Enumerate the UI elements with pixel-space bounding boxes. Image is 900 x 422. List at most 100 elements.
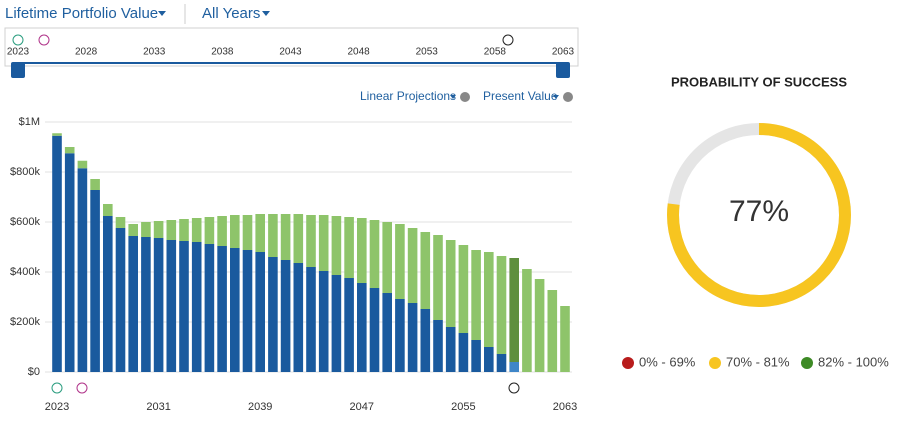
y-tick-label: $0 xyxy=(28,366,40,378)
bar-segment xyxy=(445,240,456,327)
bar-segment xyxy=(128,224,138,236)
bar-segment xyxy=(230,248,240,372)
bar-segment xyxy=(509,258,519,362)
help-icon[interactable] xyxy=(460,92,470,102)
x-tick-label: 2047 xyxy=(350,401,374,413)
bar-segment xyxy=(280,214,291,260)
event-icon xyxy=(502,34,514,46)
bar-segment xyxy=(293,214,304,263)
bar-segment xyxy=(179,219,189,241)
option-projection[interactable]: Linear Projections xyxy=(360,89,456,103)
bar-segment xyxy=(230,215,240,248)
bar-segment xyxy=(382,293,392,372)
bar-segment xyxy=(522,269,532,372)
bar-segment xyxy=(268,257,278,372)
option-value[interactable]: Present Value xyxy=(483,89,558,103)
bar-segment xyxy=(458,333,469,372)
bar-segment xyxy=(547,290,558,372)
bar-segment xyxy=(64,153,75,372)
menu-portfolio[interactable]: Lifetime Portfolio Value xyxy=(5,5,158,22)
bar-segment xyxy=(115,228,126,372)
bar-segment xyxy=(369,220,380,288)
bar-segment xyxy=(433,320,443,372)
bar-segment xyxy=(90,190,100,372)
bar-segment xyxy=(560,306,570,372)
bar-segment xyxy=(255,214,265,252)
gauge-arc xyxy=(667,123,851,307)
bar-segment xyxy=(141,237,151,372)
timeline-label: 2028 xyxy=(75,47,98,58)
bar-segment xyxy=(357,283,367,372)
bar-segment xyxy=(420,232,431,309)
bar-segment xyxy=(458,245,469,333)
bar-segment xyxy=(318,215,329,271)
bar-segment xyxy=(166,240,177,372)
x-tick-label: 2063 xyxy=(553,401,577,413)
timeline-label: 2058 xyxy=(484,47,507,58)
dropdown-arrow xyxy=(450,95,456,99)
legend-dot xyxy=(801,357,813,369)
bar-segment xyxy=(509,362,519,372)
bar-segment xyxy=(445,327,456,372)
slider-handle[interactable] xyxy=(11,62,25,78)
bar-segment xyxy=(306,267,316,372)
bar-segment xyxy=(357,218,367,283)
bar-segment xyxy=(52,135,62,372)
bar-segment xyxy=(153,221,164,238)
timeline-label: 2033 xyxy=(143,47,166,58)
y-tick-label: $800k xyxy=(10,166,40,178)
legend-dot xyxy=(709,357,721,369)
bar-segment xyxy=(484,347,494,372)
bar-segment xyxy=(420,309,431,372)
event-icon xyxy=(76,382,88,394)
bar-segment xyxy=(534,279,545,372)
bar-segment xyxy=(242,250,253,372)
bar-segment xyxy=(128,236,138,372)
bar-segment xyxy=(204,244,215,372)
y-tick-label: $400k xyxy=(10,266,40,278)
x-tick-label: 2023 xyxy=(45,401,69,413)
bar-segment xyxy=(318,271,329,372)
bar-segment xyxy=(191,242,202,372)
event-icon xyxy=(12,34,24,46)
legend-label: 70% - 81% xyxy=(726,354,790,369)
bar-segment xyxy=(407,228,418,303)
bar-segment xyxy=(103,204,113,216)
bar-segment xyxy=(166,220,177,240)
bar-segment xyxy=(496,354,507,372)
legend-label: 0% - 69% xyxy=(639,354,696,369)
bar-segment xyxy=(204,217,215,244)
timeline-label: 2048 xyxy=(348,47,371,58)
bar-segment xyxy=(115,217,126,228)
bar-segment xyxy=(64,147,75,154)
help-icon[interactable] xyxy=(563,92,573,102)
dropdown-arrow xyxy=(553,95,559,99)
bar-segment xyxy=(369,288,380,372)
timeline-label: 2038 xyxy=(211,47,234,58)
bar-segment xyxy=(471,340,481,372)
bar-segment xyxy=(344,217,354,278)
menu-years[interactable]: All Years xyxy=(202,5,260,22)
timeline-label: 2053 xyxy=(416,47,439,58)
x-tick-label: 2055 xyxy=(451,401,475,413)
y-tick-label: $1M xyxy=(19,116,40,128)
bar-segment xyxy=(407,303,418,372)
bar-segment xyxy=(217,246,227,372)
x-tick-label: 2039 xyxy=(248,401,272,413)
bar-segment xyxy=(293,263,304,372)
bar-segment xyxy=(433,235,443,320)
bar-segment xyxy=(306,215,316,267)
x-tick-label: 2031 xyxy=(146,401,170,413)
bar-segment xyxy=(90,179,100,190)
legend-dot xyxy=(622,357,634,369)
slider-handle[interactable] xyxy=(556,62,570,78)
event-icon xyxy=(508,382,520,394)
bar-segment xyxy=(331,275,342,372)
bar-segment xyxy=(395,299,405,372)
bar-segment xyxy=(496,256,507,354)
dropdown-arrow xyxy=(262,11,270,16)
bar-segment xyxy=(484,252,494,347)
bar-segment xyxy=(217,216,227,246)
timeline-label: 2023 xyxy=(7,47,30,58)
